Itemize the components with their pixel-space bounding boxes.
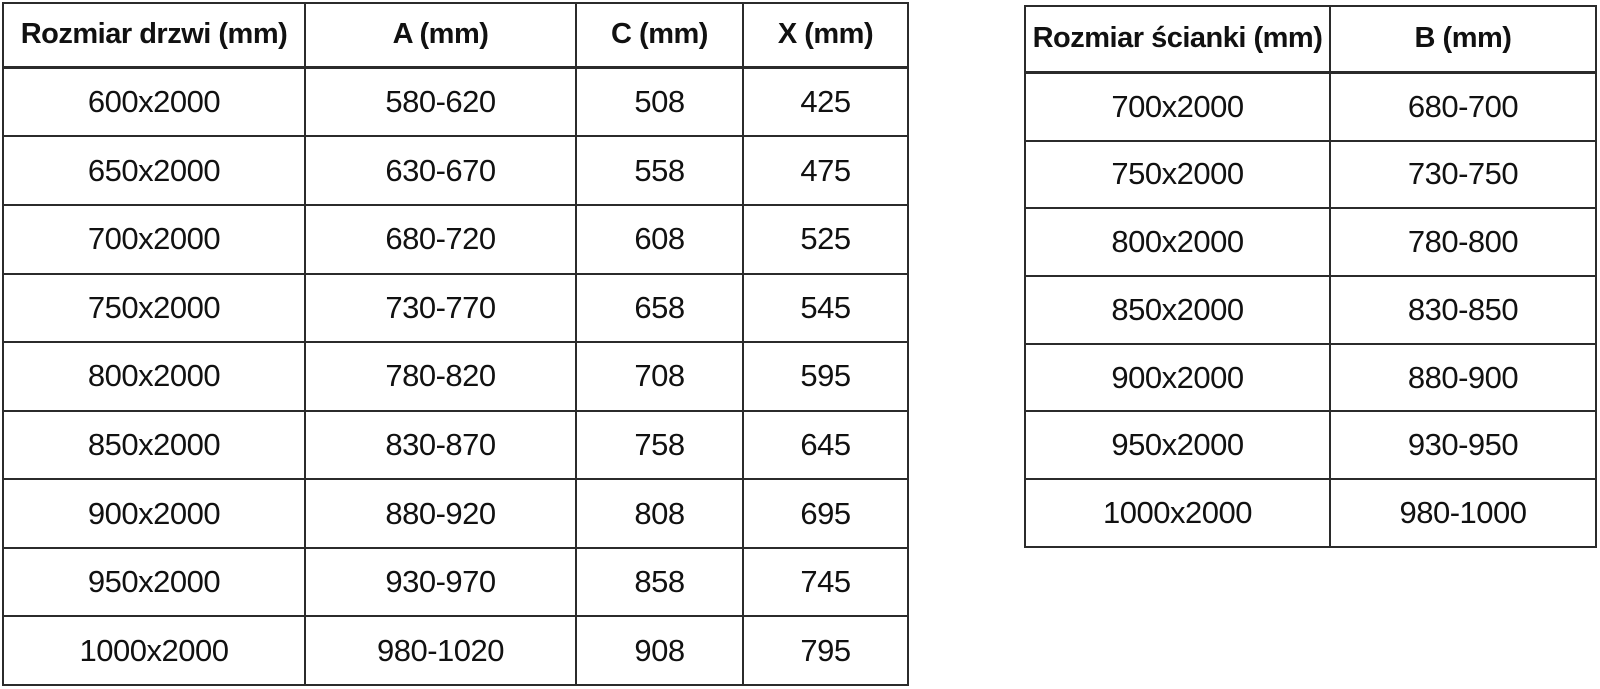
door-size-table: Rozmiar drzwi (mm) A (mm) C (mm) X (mm) …: [2, 2, 909, 686]
table-cell: 680-700: [1329, 71, 1597, 142]
table-cell: 630-670: [304, 135, 577, 207]
table-row: 700x2000 680-700: [1024, 71, 1597, 142]
table-row: 750x2000 730-750: [1024, 139, 1597, 210]
table-cell: 880-900: [1329, 342, 1597, 413]
table-cell: 808: [575, 478, 744, 549]
table-cell: 850x2000: [1024, 275, 1331, 345]
table-cell: 730-750: [1329, 139, 1597, 210]
table-cell: 600x2000: [2, 65, 306, 138]
table-row: 700x2000 680-720 608 525: [2, 204, 909, 275]
table-cell: 650x2000: [2, 135, 306, 207]
wall-table-header-size: Rozmiar ścianki (mm): [1024, 5, 1331, 74]
table-cell: 800x2000: [2, 341, 306, 412]
table-cell: 680-720: [304, 204, 577, 275]
table-cell: 780-820: [304, 341, 577, 412]
table-cell: 850x2000: [2, 409, 306, 481]
table-cell: 1000x2000: [1024, 478, 1331, 548]
table-row: 750x2000 730-770 658 545: [2, 272, 909, 344]
table-cell: 595: [742, 341, 909, 412]
table-cell: 908: [575, 615, 744, 686]
table-cell: 745: [742, 546, 909, 618]
table-cell: 930-970: [304, 546, 577, 618]
table-cell: 830-870: [304, 409, 577, 481]
table-cell: 780-800: [1329, 207, 1597, 278]
door-table-header-row: Rozmiar drzwi (mm) A (mm) C (mm) X (mm): [2, 2, 909, 69]
table-cell: 475: [742, 135, 909, 207]
table-row: 850x2000 830-870 758 645: [2, 409, 909, 481]
table-cell: 950x2000: [1024, 410, 1331, 481]
wall-size-table: Rozmiar ścianki (mm) B (mm) 700x2000 680-…: [1024, 5, 1597, 548]
table-row: 900x2000 880-920 808 695: [2, 478, 909, 549]
table-cell: 980-1020: [304, 615, 577, 686]
table-cell: 695: [742, 478, 909, 549]
table-cell: 750x2000: [1024, 139, 1331, 210]
table-cell: 525: [742, 204, 909, 275]
table-row: 950x2000 930-970 858 745: [2, 546, 909, 618]
table-cell: 425: [742, 65, 909, 138]
door-table-header-a: A (mm): [304, 2, 577, 69]
table-cell: 795: [742, 615, 909, 686]
table-cell: 700x2000: [1024, 71, 1331, 142]
table-cell: 608: [575, 204, 744, 275]
wall-table-header-b: B (mm): [1329, 5, 1597, 74]
table-cell: 645: [742, 409, 909, 481]
table-cell: 700x2000: [2, 204, 306, 275]
table-cell: 730-770: [304, 272, 577, 344]
table-row: 850x2000 830-850: [1024, 275, 1597, 345]
table-row: 800x2000 780-800: [1024, 207, 1597, 278]
table-cell: 980-1000: [1329, 478, 1597, 548]
table-row: 800x2000 780-820 708 595: [2, 341, 909, 412]
table-cell: 830-850: [1329, 275, 1597, 345]
table-row: 950x2000 930-950: [1024, 410, 1597, 481]
table-cell: 758: [575, 409, 744, 481]
table-row: 600x2000 580-620 508 425: [2, 65, 909, 138]
table-cell: 1000x2000: [2, 615, 306, 686]
table-cell: 858: [575, 546, 744, 618]
door-table-header-c: C (mm): [575, 2, 744, 69]
table-cell: 545: [742, 272, 909, 344]
wall-table-header-row: Rozmiar ścianki (mm) B (mm): [1024, 5, 1597, 74]
table-row: 650x2000 630-670 558 475: [2, 135, 909, 207]
table-cell: 658: [575, 272, 744, 344]
door-table-body: 600x2000 580-620 508 425 650x2000 630-670 558 4…: [2, 65, 909, 686]
table-cell: 508: [575, 65, 744, 138]
table-cell: 750x2000: [2, 272, 306, 344]
door-table-header-x: X (mm): [742, 2, 909, 69]
table-cell: 800x2000: [1024, 207, 1331, 278]
table-cell: 558: [575, 135, 744, 207]
table-cell: 900x2000: [2, 478, 306, 549]
door-table-header-size: Rozmiar drzwi (mm): [2, 2, 306, 69]
table-row: 1000x2000 980-1020 908 795: [2, 615, 909, 686]
table-cell: 708: [575, 341, 744, 412]
table-row: 900x2000 880-900: [1024, 342, 1597, 413]
table-cell: 880-920: [304, 478, 577, 549]
table-cell: 580-620: [304, 65, 577, 138]
table-cell: 930-950: [1329, 410, 1597, 481]
table-cell: 950x2000: [2, 546, 306, 618]
table-row: 1000x2000 980-1000: [1024, 478, 1597, 548]
wall-table-body: 700x2000 680-700 750x2000 730-750 800x2000 78…: [1024, 71, 1597, 548]
table-cell: 900x2000: [1024, 342, 1331, 413]
